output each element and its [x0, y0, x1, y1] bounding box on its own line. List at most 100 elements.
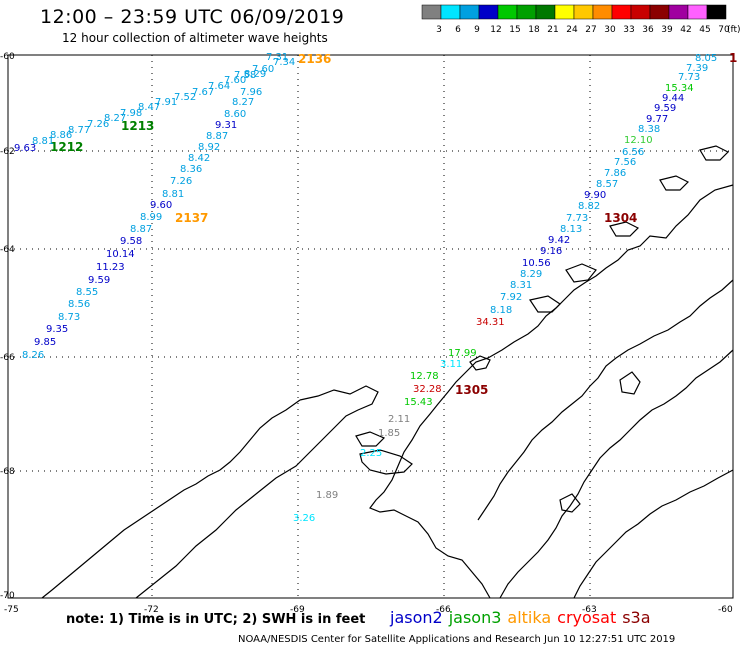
- wave-height-label: 9.90: [584, 190, 606, 201]
- wave-height-label: 7.96: [240, 87, 262, 98]
- lat-label: -68: [0, 467, 15, 477]
- color-swatch: [554, 4, 575, 20]
- wave-height-label: 7.64: [208, 81, 230, 92]
- wave-height-label: 7.60: [224, 75, 246, 86]
- lon-label: -72: [144, 605, 159, 615]
- wave-height-label: 7.92: [500, 292, 522, 303]
- wave-height-label: 15.34: [665, 83, 694, 94]
- track-id: 1: [729, 51, 737, 65]
- wave-height-label: 8.27: [104, 113, 126, 124]
- wave-height-label: 3.26: [293, 513, 315, 524]
- lon-label: -75: [4, 605, 19, 615]
- wave-height-label: 1.89: [316, 490, 338, 501]
- wave-height-label: 7.56: [614, 157, 636, 168]
- color-bin-label: 30: [604, 25, 616, 35]
- color-bin-label: 15: [509, 25, 520, 35]
- color-bin-label: 36: [642, 25, 654, 35]
- wave-height-label: 7.60: [252, 64, 274, 75]
- wave-height-label: 10.14: [106, 249, 135, 260]
- wave-height-label: 8.57: [596, 179, 618, 190]
- wave-height-label: 8.27: [232, 97, 254, 108]
- color-swatch: [459, 4, 480, 20]
- wave-height-label: 8.31: [510, 280, 532, 291]
- wave-height-label: 9.77: [646, 114, 668, 125]
- wave-height-label: 7.26: [87, 119, 109, 130]
- color-bin-label: 42: [680, 25, 691, 35]
- track-id: 1305: [455, 383, 488, 397]
- map-subtitle: 12 hour collection of altimeter wave hei…: [62, 31, 328, 45]
- wave-height-label: 8.60: [224, 109, 246, 120]
- wave-height-label: 9.58: [120, 236, 142, 247]
- track-id: 2137: [175, 211, 208, 225]
- wave-height-label: 6.56: [622, 147, 644, 158]
- wave-height-label: 2.25: [360, 448, 382, 459]
- wave-height-label: 9.59: [88, 275, 110, 286]
- wave-height-label: 7.39: [686, 63, 708, 74]
- color-swatch: [687, 4, 708, 20]
- wave-height-label: 9.35: [46, 324, 68, 335]
- color-bin-label: 39: [661, 25, 673, 35]
- wave-height-label: 8.99: [140, 212, 162, 223]
- color-bin-label: 70: [718, 25, 730, 35]
- color-swatch: [478, 4, 499, 20]
- wave-height-label: 9.31: [215, 120, 237, 131]
- color-bin-label: 27: [585, 25, 596, 35]
- wave-height-label: 9.42: [548, 235, 570, 246]
- wave-height-label: 10.56: [522, 258, 551, 269]
- lat-label: -62: [0, 147, 15, 157]
- wave-height-label: 8.87: [206, 131, 228, 142]
- wave-height-label: 2.11: [388, 414, 410, 425]
- lon-label: -63: [582, 605, 597, 615]
- track-id: 1304: [604, 211, 637, 225]
- wave-height-label: 12.10: [624, 135, 653, 146]
- legend-item: jason3: [448, 608, 502, 627]
- color-swatch: [516, 4, 537, 20]
- wave-height-label: 7.73: [566, 213, 588, 224]
- wave-height-label: 9.59: [654, 103, 676, 114]
- wave-height-label: 7.52: [174, 92, 196, 103]
- wave-height-label: 8.29: [244, 69, 266, 80]
- wave-height-label: 7.91: [155, 97, 177, 108]
- wave-height-label: 8.81: [162, 189, 184, 200]
- wave-height-label: 3.11: [440, 359, 462, 370]
- track-id: 1212: [50, 140, 83, 154]
- legend-item: jason2: [390, 608, 443, 627]
- note-text: note: 1) Time is in UTC; 2) SWH is in fe…: [66, 612, 366, 627]
- wave-height-label: 8.18: [490, 305, 512, 316]
- legend-item: altika: [507, 608, 552, 627]
- wave-height-label: 7.26: [170, 176, 192, 187]
- wave-height-label: 7.67: [192, 87, 214, 98]
- footer-credit: NOAA/NESDIS Center for Satellite Applica…: [238, 634, 676, 645]
- wave-height-label: 9.16: [540, 246, 562, 257]
- lon-label: -69: [290, 605, 305, 615]
- color-swatch: [497, 4, 518, 20]
- map-frame: [7, 54, 734, 599]
- wave-height-label: 8.13: [560, 224, 582, 235]
- color-swatch: [649, 4, 670, 20]
- color-bin-label: 12: [490, 25, 501, 35]
- color-bin-label: 3: [436, 25, 442, 35]
- coastlines: [41, 145, 734, 599]
- color-swatch: [421, 4, 442, 20]
- color-swatch: [611, 4, 632, 20]
- wave-height-label: 9.44: [662, 93, 684, 104]
- wave-height-label: 9.63: [14, 143, 36, 154]
- wave-height-label: 7.34: [273, 57, 295, 68]
- color-swatch: [706, 4, 727, 20]
- color-bin-label: 18: [528, 25, 540, 35]
- graticule: [8, 55, 733, 598]
- lat-label: -66: [0, 353, 15, 363]
- wave-height-label: 17.99: [448, 348, 477, 359]
- wave-height-label: 8.92: [198, 142, 220, 153]
- color-bin-label: 33: [623, 25, 634, 35]
- axis-labels: -75 -72 -69 -66 -63 -60 -60 -62 -64 -66 …: [0, 52, 733, 615]
- lon-label: -66: [436, 605, 451, 615]
- wave-height-label: 9.60: [150, 200, 172, 211]
- wave-height-label: 8.29: [520, 269, 542, 280]
- lon-label: -60: [718, 605, 733, 615]
- wave-height-label: 7.58: [234, 70, 256, 81]
- wave-height-label: 32.28: [413, 384, 442, 395]
- wave-height-label: 8.38: [638, 124, 660, 135]
- wave-height-label: 8.82: [578, 201, 600, 212]
